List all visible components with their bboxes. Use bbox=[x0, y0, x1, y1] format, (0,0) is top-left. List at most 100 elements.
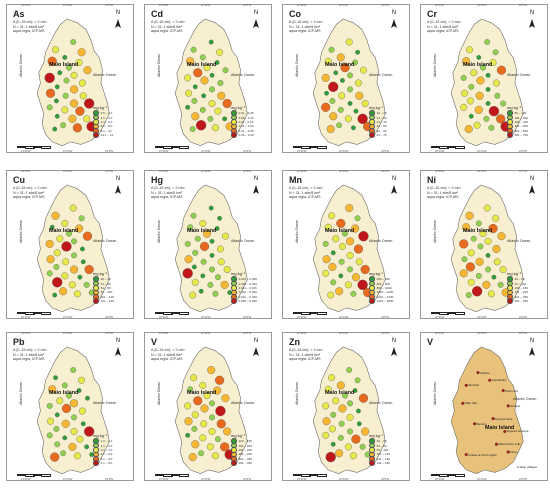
legend-label: 101 – 150 bbox=[514, 285, 528, 290]
legend-label: 20 – 60 bbox=[514, 277, 525, 282]
longitude-tick: 23°10'W bbox=[201, 4, 211, 7]
legend-label: 0.001 – 0.005 bbox=[238, 277, 257, 282]
scale-segment bbox=[293, 474, 301, 476]
sample-point bbox=[71, 238, 77, 245]
sample-point bbox=[358, 231, 369, 242]
sample-point bbox=[222, 98, 232, 109]
sample-point bbox=[461, 89, 468, 97]
sampling-info: A (0–15 cm); < 2 mm N = 31; 1 site/8 km²… bbox=[151, 20, 185, 34]
sample-point bbox=[321, 73, 330, 82]
legend-row: 121 – 160 bbox=[93, 298, 127, 304]
north-arrow-icon: N bbox=[389, 176, 399, 194]
sample-point bbox=[191, 278, 199, 286]
sample-point bbox=[337, 106, 344, 113]
sample-point bbox=[193, 68, 203, 78]
sample-point bbox=[473, 121, 481, 129]
sample-point bbox=[83, 115, 91, 123]
village-label: Morro bbox=[510, 449, 518, 454]
concentration-legend: mg kg⁻¹ 100 – 150 151 – 200 201 – 250 251 – … bbox=[231, 433, 265, 466]
longitude-tick: 23°10'W bbox=[477, 150, 487, 153]
legend-swatch bbox=[507, 298, 513, 304]
sample-point bbox=[46, 104, 53, 111]
sample-point bbox=[203, 392, 211, 400]
legend-label: 6.1 – 8.0 bbox=[100, 461, 113, 466]
legend-swatch bbox=[369, 298, 375, 304]
sample-point bbox=[72, 123, 82, 133]
legend-row: 251 – 350 bbox=[507, 298, 541, 304]
legend-label: 201 – 250 bbox=[514, 294, 528, 299]
scale-segment bbox=[155, 146, 163, 148]
sampling-info: A (0–15 cm); < 2 mm N = 31; 1 site/8 km²… bbox=[289, 186, 323, 200]
sampling-info: A (0–15 cm); < 2 mm N = 31; 1 site/8 km²… bbox=[13, 348, 47, 362]
sample-point bbox=[492, 244, 501, 254]
island-map bbox=[174, 346, 248, 475]
scale-segment bbox=[33, 312, 41, 314]
sample-point bbox=[499, 266, 507, 273]
sample-point bbox=[330, 441, 336, 447]
sample-point bbox=[60, 122, 67, 129]
sample-point bbox=[209, 266, 215, 273]
longitude-tick: 23°20'W bbox=[159, 316, 169, 319]
scale-segment bbox=[33, 146, 41, 148]
sample-point bbox=[215, 405, 226, 417]
sample-point bbox=[321, 102, 331, 112]
sample-point bbox=[328, 374, 336, 382]
longitude-tick: 23°20'W bbox=[435, 170, 445, 173]
longitude-tick: 23°20'W bbox=[159, 170, 169, 173]
longitude-tick: 23°10'W bbox=[201, 332, 211, 335]
scale-bar bbox=[431, 312, 471, 316]
sampling-info: A (0–15 cm); < 2 mm N = 31; 1 site/8 km²… bbox=[151, 186, 185, 200]
legend-label: 0.21 – 0.25 bbox=[238, 128, 254, 133]
legend-label: 301 – 350 bbox=[238, 456, 252, 461]
sample-point bbox=[53, 425, 60, 432]
sample-point bbox=[474, 105, 483, 114]
village-label: Calheta bbox=[479, 370, 490, 375]
sample-point bbox=[190, 374, 198, 382]
sample-point bbox=[465, 211, 474, 220]
island-name-label: Maio Island bbox=[485, 425, 515, 431]
sample-point bbox=[185, 89, 192, 97]
island-name-label: Maio Island bbox=[325, 390, 355, 396]
longitude-tick: 23°0'W bbox=[105, 316, 114, 319]
sample-point bbox=[485, 266, 491, 273]
sample-point bbox=[200, 404, 209, 413]
legend-row: 10.1 – 14 bbox=[93, 132, 127, 138]
sample-point bbox=[184, 402, 192, 410]
scale-segment bbox=[309, 312, 317, 314]
sample-point bbox=[222, 232, 229, 240]
north-arrow-icon: N bbox=[527, 10, 537, 28]
scale-bar bbox=[155, 146, 195, 150]
sample-point bbox=[83, 281, 90, 288]
sample-point bbox=[347, 86, 353, 93]
sample-point bbox=[353, 244, 364, 254]
legend-row: 0.26 – 0.40 bbox=[231, 132, 265, 138]
legend-swatch bbox=[93, 460, 99, 466]
longitude-tick: 23°20'W bbox=[159, 150, 169, 153]
concentration-legend: mg kg⁻¹ 10 – 20 21 – 30 31 – 40 41 – 50 51 – … bbox=[369, 105, 403, 138]
legend-label: 801 – 1000 bbox=[376, 285, 392, 290]
concentration-legend: mg kg⁻¹ 20 – 40 41 – 60 61 – 80 81 – 100 101 … bbox=[93, 271, 127, 304]
longitude-tick: 23°10'W bbox=[201, 150, 211, 153]
scale-segment bbox=[455, 146, 465, 150]
sample-point bbox=[338, 404, 347, 413]
concentration-legend: mg kg⁻¹ 50 – 100 101 – 200 201 – 300 301 – 4… bbox=[507, 105, 541, 138]
sample-point bbox=[61, 419, 70, 428]
legend-label: 1.0 – 2.0 bbox=[100, 439, 113, 444]
sample-point bbox=[69, 204, 77, 212]
scale-segment bbox=[171, 312, 179, 314]
map-frame: 23°20'W 23°20'W 23°10'W 23°10'W 23°0'W 23°0'W… bbox=[144, 170, 272, 319]
sample-point bbox=[221, 394, 230, 403]
sample-point bbox=[220, 442, 230, 452]
longitude-tick: 23°10'W bbox=[477, 332, 487, 335]
sample-point bbox=[459, 269, 468, 278]
legend-label: 61 – 100 bbox=[514, 281, 527, 286]
sample-point bbox=[346, 413, 354, 421]
village-marker bbox=[473, 422, 477, 426]
sample-point bbox=[84, 98, 95, 109]
legend-label: 101 – 120 bbox=[100, 294, 114, 299]
legend-label: 400 – 600 bbox=[376, 277, 390, 282]
sample-point bbox=[217, 80, 224, 86]
sample-point bbox=[332, 235, 340, 243]
legend-label: 10.1 – 14 bbox=[100, 133, 114, 138]
sample-point bbox=[78, 215, 85, 222]
